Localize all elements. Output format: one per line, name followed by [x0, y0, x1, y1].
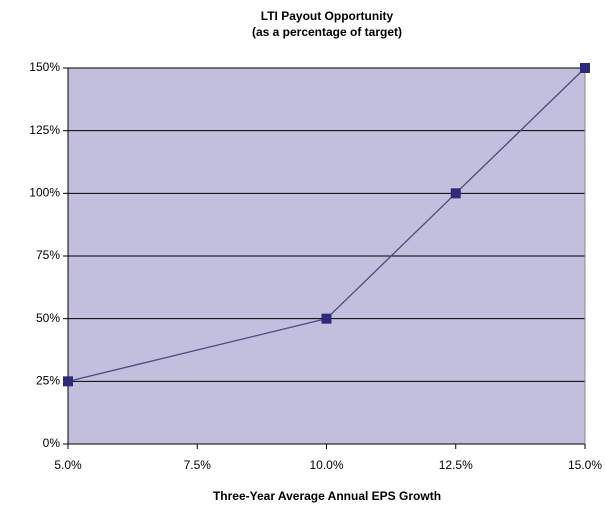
y-tick-label: 25% — [36, 374, 60, 388]
series-line — [67, 67, 586, 382]
chart-title: LTI Payout Opportunity — [261, 9, 394, 23]
y-tick-label: 75% — [36, 248, 60, 262]
point-marker — [321, 313, 332, 324]
x-tick-label: 7.5% — [184, 458, 212, 472]
y-tick-label: 0% — [43, 436, 61, 450]
y-tick-label: 150% — [29, 60, 60, 74]
y-tick-label: 100% — [29, 186, 60, 200]
x-tick-label: 12.5% — [439, 458, 473, 472]
x-tick-label: 15.0% — [568, 458, 602, 472]
chart-subtitle: (as a percentage of target) — [252, 25, 402, 39]
point-marker — [450, 188, 461, 199]
y-tick-label: 125% — [29, 123, 60, 137]
x-tick-label: 10.0% — [309, 458, 343, 472]
x-axis-label: Three-Year Average Annual EPS Growth — [213, 489, 441, 503]
x-tick-label: 5.0% — [54, 458, 82, 472]
point-marker — [63, 376, 73, 387]
y-tick-label: 50% — [36, 311, 60, 325]
point-marker — [580, 63, 590, 73]
